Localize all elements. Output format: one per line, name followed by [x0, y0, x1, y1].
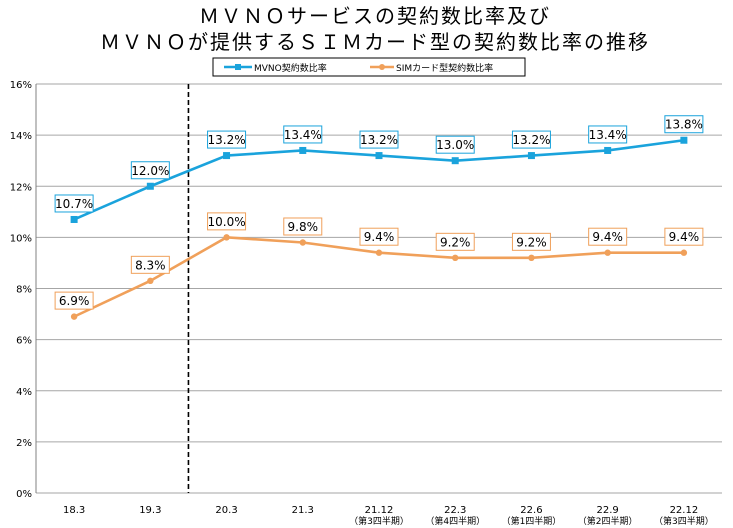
data-label: 13.4% [284, 128, 322, 142]
data-point-mvno [604, 146, 612, 154]
data-label-box [359, 227, 399, 246]
data-point-mvno [451, 157, 459, 165]
y-tick-label: 16% [10, 80, 32, 91]
data-label-box [588, 125, 628, 144]
x-tick-sublabel: （第4四半期） [425, 515, 485, 527]
data-point-sim [452, 254, 459, 262]
x-tick-sublabel: （第3四半期） [349, 515, 409, 527]
data-point-mvno [70, 215, 78, 223]
x-tick-label: 20.3 [215, 505, 237, 516]
data-label: 9.8% [288, 220, 319, 234]
data-label-box [130, 161, 170, 180]
x-tick-label: 19.3 [139, 505, 161, 516]
data-label: 6.9% [59, 294, 90, 308]
legend-box [212, 57, 526, 77]
data-point-sim [70, 313, 78, 320]
data-label: 9.4% [364, 230, 395, 244]
legend: MVNO契約数比率 SIMカード型契約数比率 [212, 57, 526, 77]
data-point-mvno [375, 152, 383, 160]
data-label-box [130, 255, 170, 274]
x-tick-sublabel: （第2四半期） [578, 515, 638, 527]
y-tick-label: 4% [16, 387, 32, 398]
x-tick-sublabel: （第1四半期） [502, 515, 562, 527]
data-label: 13.4% [589, 128, 627, 142]
x-tick-label: 22.6 [520, 505, 542, 516]
legend-label-sim: SIMカード型契約数比率 [396, 62, 493, 74]
data-label: 13.2% [207, 133, 245, 147]
y-tick-label: 10% [10, 233, 32, 244]
data-label-box [511, 232, 551, 251]
legend-marker-mvno [235, 64, 241, 70]
data-label: 9.2% [516, 235, 547, 249]
data-label: 8.3% [135, 258, 166, 272]
data-point-sim [299, 239, 306, 246]
legend-label-mvno: MVNO契約数比率 [254, 62, 327, 74]
legend-marker-sim [379, 64, 385, 70]
data-label: 13.0% [436, 138, 474, 152]
data-label: 10.7% [55, 197, 93, 211]
data-label-box [664, 227, 704, 246]
plot-area: 0% 2% 4% 6% 8% 10% 12% 14% 16% 18.3 19.3 20.3 21.3 21… [10, 80, 722, 527]
data-label-box [283, 217, 323, 236]
y-tick-label: 14% [10, 131, 32, 142]
data-label-box [207, 130, 247, 149]
data-point-sim [528, 254, 535, 262]
chart-title-line-2: ＭＶＮＯが提供するＳＩＭカード型の契約数比率の推移 [100, 30, 650, 54]
data-label: 9.2% [440, 235, 471, 249]
x-tick-label: 18.3 [63, 505, 85, 516]
data-point-sim [375, 249, 383, 256]
data-label: 13.8% [665, 118, 703, 132]
y-tick-label: 2% [16, 438, 32, 449]
data-label-box [359, 130, 399, 149]
data-label-box [435, 232, 475, 251]
data-point-sim [223, 234, 230, 241]
y-tick-label: 8% [16, 285, 32, 296]
data-label-box [283, 125, 323, 144]
x-tick-label: 21.3 [292, 505, 314, 516]
chart-title-line-1: ＭＶＮＯサービスの契約数比率及び [199, 4, 551, 28]
data-label-box [54, 194, 94, 213]
x-tick-sublabel: （第3四半期） [654, 515, 714, 527]
y-tick-label: 6% [16, 336, 32, 347]
data-label: 12.0% [131, 164, 169, 178]
y-tick-label: 0% [16, 489, 32, 500]
data-label-box [664, 115, 704, 134]
y-tick-label: 12% [10, 182, 32, 193]
data-point-mvno [299, 146, 307, 154]
data-label: 13.2% [512, 133, 550, 147]
x-tick-label: 22.3 [444, 505, 466, 516]
data-label-box [435, 135, 475, 154]
data-label-box [54, 291, 94, 310]
data-point-sim [147, 277, 154, 285]
x-tick-label: 22.9 [597, 505, 619, 516]
data-point-mvno [223, 152, 231, 160]
data-point-sim [680, 249, 688, 256]
data-point-mvno [680, 136, 688, 144]
data-point-mvno [527, 152, 535, 160]
data-label: 13.2% [360, 133, 398, 147]
x-tick-label: 21.12 [365, 505, 394, 516]
data-label: 10.0% [207, 215, 245, 229]
data-point-sim [604, 249, 611, 256]
data-label: 9.4% [592, 230, 623, 244]
series-line-sim [73, 236, 684, 318]
data-label: 9.4% [669, 230, 700, 244]
data-point-mvno [146, 182, 154, 190]
data-label-box [207, 212, 247, 231]
data-label-box [588, 227, 628, 246]
data-label-box [511, 130, 551, 149]
x-tick-label: 22.12 [670, 505, 699, 516]
